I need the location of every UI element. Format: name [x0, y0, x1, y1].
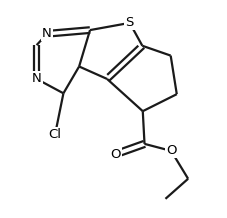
Text: N: N: [42, 27, 52, 40]
Text: O: O: [165, 144, 176, 157]
Text: N: N: [32, 72, 41, 85]
Text: O: O: [110, 148, 121, 161]
Text: S: S: [125, 16, 133, 29]
Text: Cl: Cl: [48, 128, 61, 141]
